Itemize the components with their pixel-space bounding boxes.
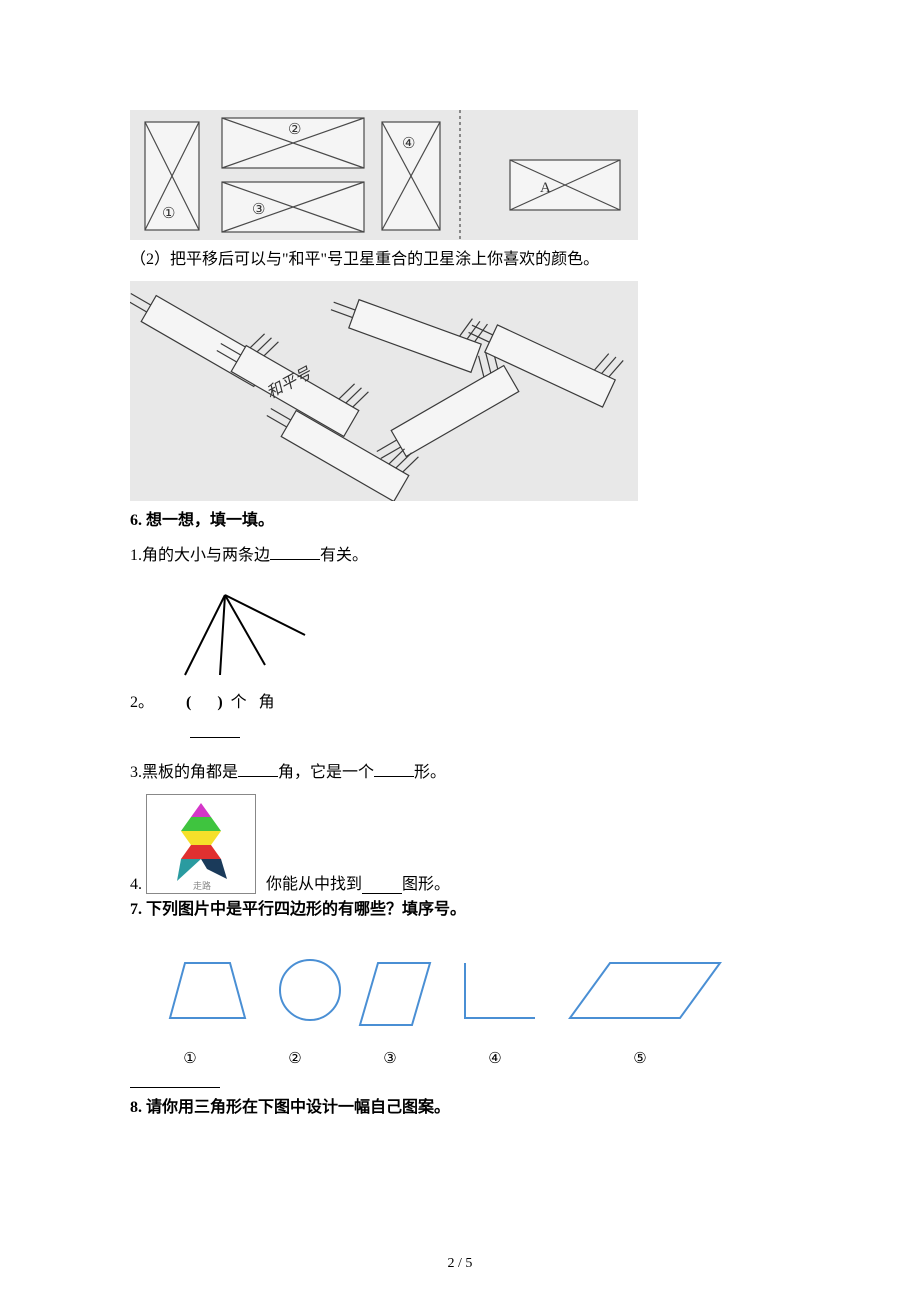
figure-satellites: 和平号 bbox=[130, 281, 638, 501]
angle-figure bbox=[150, 580, 340, 695]
q6-2-pre: 2。 bbox=[130, 694, 154, 711]
q6-item1: 1.角的大小与两条边 有关。 bbox=[130, 542, 810, 571]
q6-1-pre: 1.角的大小与两条边 bbox=[130, 547, 270, 564]
tangram-figure: 走路 bbox=[146, 794, 256, 894]
stray-underline bbox=[190, 724, 240, 738]
shape-labels: ① ② ③ ④ ⑤ bbox=[130, 1049, 750, 1068]
shape-label-1: ① bbox=[130, 1049, 250, 1068]
q6-4-post: 图形。 bbox=[402, 876, 450, 893]
q6-item4-row: 4. 走路 你能从中找到 图形。 bbox=[130, 794, 810, 894]
q6-item2-row bbox=[130, 580, 810, 695]
shape-label-4: ④ bbox=[440, 1049, 550, 1068]
q6-1-post: 有关。 bbox=[320, 547, 368, 564]
label-2: ② bbox=[288, 122, 301, 138]
label-a: A bbox=[540, 180, 551, 196]
q6-4-pre: 4. bbox=[130, 876, 142, 893]
q6-3b: 角，它是一个 bbox=[278, 764, 374, 781]
blank-3b[interactable] bbox=[374, 759, 414, 777]
q6-2-post: 个 角 bbox=[231, 694, 279, 711]
label-1: ① bbox=[162, 206, 175, 222]
q6-4-mid: 你能从中找到 bbox=[266, 876, 362, 893]
shape-label-5: ⑤ bbox=[550, 1049, 730, 1068]
q6-item2: 2。 ( ) 个 角 bbox=[130, 689, 810, 718]
bracket-close: ) bbox=[217, 694, 222, 711]
figure-rectangles: ① ② ③ ④ A bbox=[130, 110, 638, 240]
stick-label: 走路 bbox=[193, 880, 211, 891]
q6-3c: 形。 bbox=[414, 764, 446, 781]
label-4: ④ bbox=[402, 136, 415, 152]
page-footer: 2 / 5 bbox=[0, 1256, 920, 1272]
q6-3a: 3.黑板的角都是 bbox=[130, 764, 238, 781]
q6-item3: 3.黑板的角都是 角，它是一个 形。 bbox=[130, 759, 810, 788]
q8-title: 8. 请你用三角形在下图中设计一幅自己图案。 bbox=[130, 1094, 810, 1123]
shape-label-3: ③ bbox=[340, 1049, 440, 1068]
label-3: ③ bbox=[252, 202, 265, 218]
bracket-open: ( bbox=[186, 694, 191, 711]
q6-title: 6. 想一想，填一填。 bbox=[130, 507, 810, 536]
q7-title: 7. 下列图片中是平行四边形的有哪些？填序号。 bbox=[130, 896, 810, 925]
blank-3a[interactable] bbox=[238, 759, 278, 777]
blank-1[interactable] bbox=[270, 542, 320, 560]
shape-label-2: ② bbox=[250, 1049, 340, 1068]
q7-answer-blank[interactable] bbox=[130, 1086, 220, 1088]
q5-2-text: （2）把平移后可以与"和平"号卫星重合的卫星涂上你喜欢的颜色。 bbox=[130, 246, 810, 275]
blank-4[interactable] bbox=[362, 876, 402, 894]
shapes-row bbox=[130, 943, 750, 1043]
